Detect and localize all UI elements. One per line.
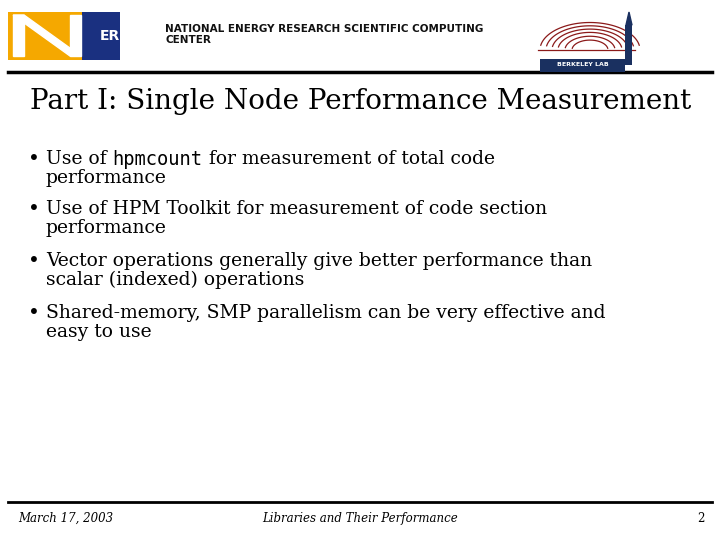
Text: Part I: Single Node Performance Measurement: Part I: Single Node Performance Measurem…: [30, 88, 691, 115]
Bar: [540, 59, 625, 72]
Text: performance: performance: [46, 169, 167, 187]
Text: for measurement of total code: for measurement of total code: [202, 150, 495, 168]
Text: 2: 2: [698, 512, 705, 525]
Text: Use of: Use of: [46, 150, 112, 168]
Text: •: •: [28, 252, 40, 271]
Text: CENTER: CENTER: [165, 35, 211, 45]
Text: •: •: [28, 304, 40, 323]
Text: •: •: [28, 150, 40, 169]
Text: BERKELEY LAB: BERKELEY LAB: [557, 63, 609, 68]
Polygon shape: [13, 15, 81, 56]
Text: Use of HPM Toolkit for measurement of code section: Use of HPM Toolkit for measurement of co…: [46, 200, 547, 218]
Text: easy to use: easy to use: [46, 323, 152, 341]
Text: Libraries and Their Performance: Libraries and Their Performance: [262, 512, 458, 525]
Polygon shape: [626, 12, 632, 25]
Text: performance: performance: [46, 219, 167, 237]
Bar: [82, 12, 120, 60]
Text: scalar (indexed) operations: scalar (indexed) operations: [46, 271, 305, 289]
Polygon shape: [13, 15, 24, 56]
Bar: [625, 25, 632, 65]
Text: Shared-memory, SMP parallelism can be very effective and: Shared-memory, SMP parallelism can be ve…: [46, 304, 606, 322]
Text: March 17, 2003: March 17, 2003: [18, 512, 113, 525]
Text: NATIONAL ENERGY RESEARCH SCIENTIFIC COMPUTING: NATIONAL ENERGY RESEARCH SCIENTIFIC COMP…: [165, 24, 483, 34]
Text: ERSC: ERSC: [100, 29, 140, 43]
Text: hpmcount: hpmcount: [112, 150, 202, 169]
Text: •: •: [28, 200, 40, 219]
Polygon shape: [70, 15, 81, 56]
Text: Vector operations generally give better performance than: Vector operations generally give better …: [46, 252, 592, 270]
Bar: [8, 12, 90, 60]
